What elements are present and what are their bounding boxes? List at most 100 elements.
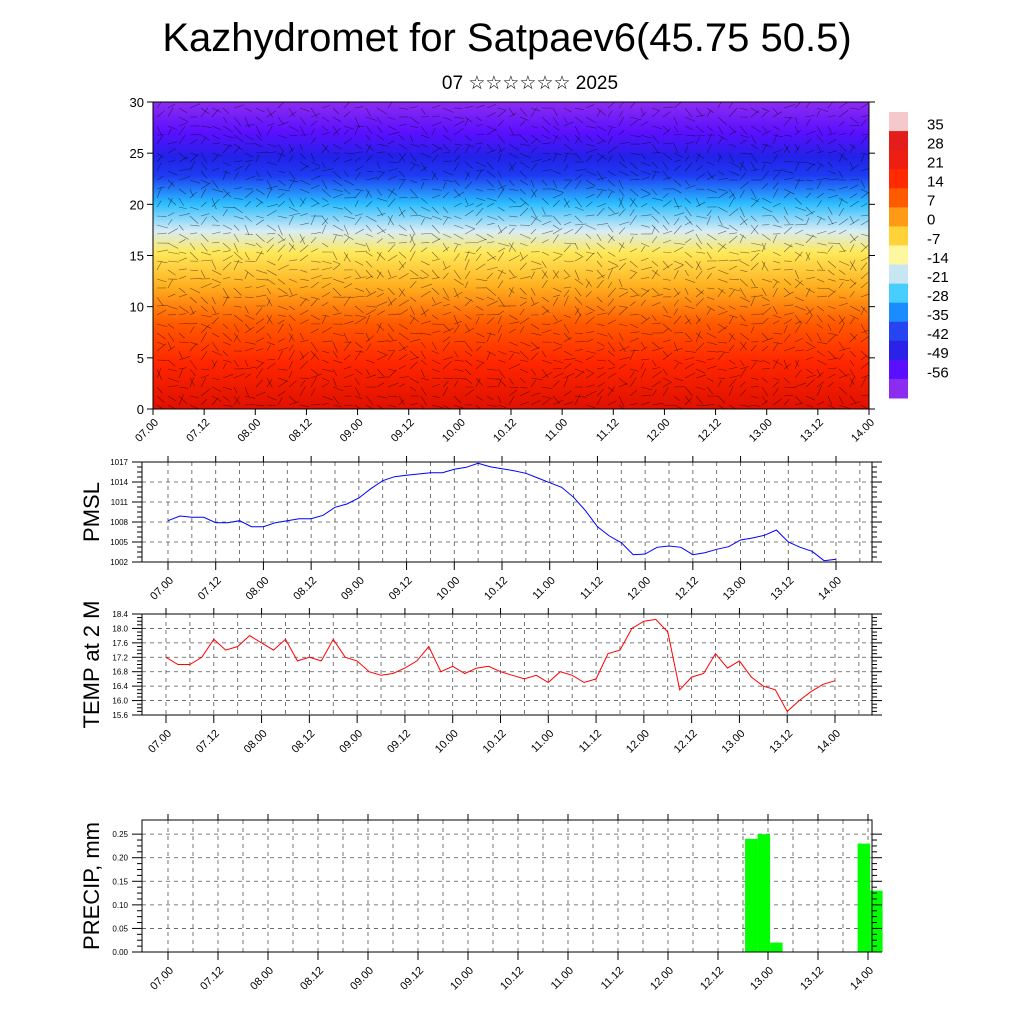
wind-segment bbox=[299, 244, 309, 253]
wind-segment bbox=[563, 213, 572, 217]
wind-segment bbox=[365, 314, 371, 325]
wind-segment bbox=[849, 124, 860, 127]
wind-segment bbox=[255, 250, 263, 262]
wind-segment bbox=[343, 188, 351, 195]
wind-segment bbox=[574, 223, 587, 226]
wind-segment bbox=[695, 242, 702, 250]
wind-segment bbox=[618, 110, 624, 118]
wind-segment bbox=[156, 186, 162, 199]
wind-segment bbox=[409, 338, 421, 343]
wind-segment bbox=[398, 152, 406, 163]
wind-segment bbox=[244, 162, 251, 172]
wind-segment bbox=[849, 244, 855, 253]
wind-segment bbox=[596, 134, 606, 143]
wind-segment bbox=[189, 206, 199, 211]
wind-segment bbox=[816, 177, 829, 181]
wind-segment bbox=[695, 201, 706, 208]
wind-segment bbox=[486, 314, 499, 316]
wind-segment bbox=[607, 350, 615, 357]
wind-segment bbox=[838, 186, 848, 190]
wind-segment bbox=[651, 287, 660, 295]
wind-segment bbox=[629, 287, 639, 295]
wind-segment bbox=[794, 143, 799, 151]
wind-segment bbox=[772, 342, 779, 352]
wind-segment bbox=[827, 382, 834, 388]
wind-segment bbox=[321, 402, 329, 406]
wind-segment bbox=[464, 368, 472, 376]
wind-segment bbox=[508, 242, 517, 252]
wind-segment bbox=[464, 144, 470, 154]
wind-segment bbox=[761, 377, 768, 383]
wind-segment bbox=[222, 209, 228, 217]
wind-segment bbox=[376, 134, 385, 141]
wind-segment bbox=[442, 206, 449, 214]
x-tick-label: 09.12 bbox=[385, 728, 413, 756]
wind-segment bbox=[739, 381, 746, 388]
wind-segment bbox=[761, 260, 769, 272]
colorbar-swatch bbox=[889, 150, 908, 170]
wind-segment bbox=[673, 347, 683, 352]
wind-segment bbox=[255, 318, 265, 325]
wind-segment bbox=[607, 191, 612, 199]
wind-segment bbox=[398, 323, 408, 330]
wind-segment bbox=[574, 305, 582, 317]
wind-segment bbox=[211, 188, 224, 193]
wind-segment bbox=[475, 233, 487, 241]
wind-segment bbox=[563, 269, 570, 276]
wind-segment bbox=[486, 241, 495, 244]
wind-segment bbox=[332, 305, 339, 312]
wind-segment bbox=[805, 379, 815, 388]
wind-segment bbox=[167, 251, 180, 255]
wind-segment bbox=[211, 313, 220, 316]
x-tick-label: 09.12 bbox=[387, 575, 415, 603]
wind-segment bbox=[288, 287, 293, 296]
wind-segment bbox=[541, 116, 551, 126]
wind-segment bbox=[332, 233, 344, 237]
wind-segment bbox=[783, 399, 790, 406]
wind-segment bbox=[805, 234, 814, 244]
wind-segment bbox=[728, 287, 741, 292]
wind-segment bbox=[684, 179, 690, 187]
wind-segment bbox=[266, 185, 278, 190]
wind-segment bbox=[673, 165, 681, 172]
wind-segment bbox=[761, 332, 769, 341]
wind-segment bbox=[233, 116, 242, 127]
wind-segment bbox=[761, 206, 773, 213]
wind-segment bbox=[453, 215, 462, 220]
wind-segment bbox=[453, 233, 464, 240]
wind-segment bbox=[783, 145, 790, 154]
wind-segment bbox=[750, 250, 761, 253]
wind-segment bbox=[662, 111, 671, 118]
wind-segment bbox=[464, 341, 473, 352]
wind-segment bbox=[574, 394, 581, 406]
wind-segment bbox=[200, 296, 208, 304]
wind-segment bbox=[838, 132, 847, 136]
wind-segment bbox=[475, 169, 485, 172]
wind-segment bbox=[596, 170, 604, 181]
wind-segment bbox=[728, 197, 735, 208]
wind-segment bbox=[310, 120, 318, 127]
wind-segment bbox=[288, 401, 299, 406]
wind-segment bbox=[310, 299, 318, 307]
wind-segment bbox=[673, 101, 682, 109]
wind-segment bbox=[739, 107, 748, 111]
wind-segment bbox=[233, 233, 240, 243]
wind-segment bbox=[200, 107, 210, 114]
wind-segment bbox=[453, 143, 463, 146]
wind-segment bbox=[684, 296, 692, 303]
wind-segment bbox=[354, 125, 365, 128]
wind-segment bbox=[365, 291, 377, 298]
wind-segment bbox=[805, 356, 814, 361]
wind-segment bbox=[794, 395, 803, 404]
wind-segment bbox=[508, 350, 520, 354]
wind-segment bbox=[728, 259, 741, 262]
wind-segment bbox=[321, 267, 333, 271]
wind-segment bbox=[607, 251, 616, 257]
wind-segment bbox=[530, 346, 541, 352]
wind-segment bbox=[772, 202, 781, 208]
wind-segment bbox=[695, 368, 706, 374]
wind-segment bbox=[354, 287, 365, 292]
x-tick-label: 13.00 bbox=[748, 965, 776, 993]
wind-segment bbox=[354, 317, 366, 325]
wind-segment bbox=[618, 287, 628, 290]
